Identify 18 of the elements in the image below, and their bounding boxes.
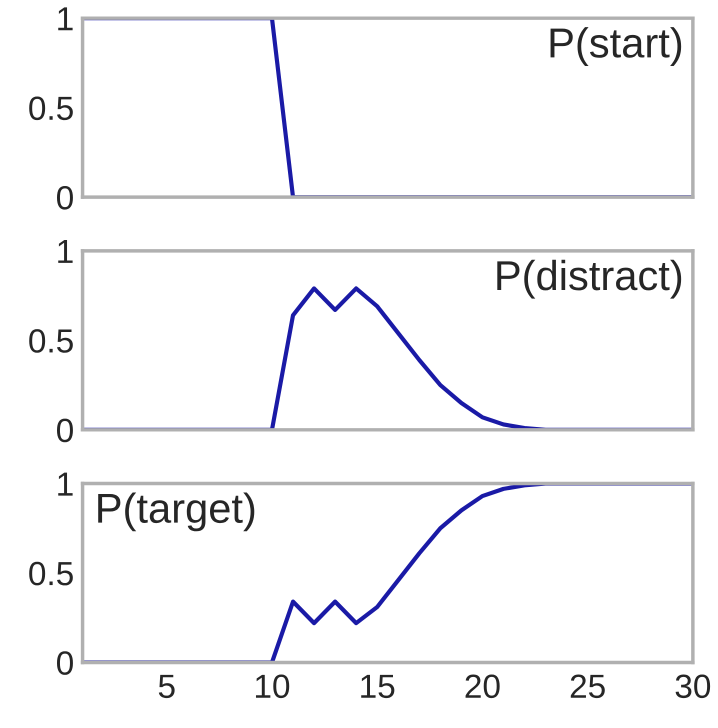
y-tick-label: 0.5	[29, 329, 73, 353]
x-tick-label: 20	[466, 674, 500, 698]
y-tick-label: 0	[57, 651, 73, 675]
y-tick-label: 0	[57, 186, 73, 210]
y-tick-label: 0.5	[29, 96, 73, 120]
y-tick-label: 0.5	[29, 562, 73, 586]
y-tick-label: 0	[57, 418, 73, 442]
x-tick-label: 25	[570, 674, 605, 698]
x-tick-label: 15	[361, 674, 394, 698]
y-tick-label: 1	[58, 7, 73, 30]
annotation: P(distract)	[497, 260, 682, 299]
annotation: P(target)	[98, 492, 254, 532]
y-tick-label: 1	[58, 240, 73, 263]
x-tick-label: 30	[676, 674, 710, 698]
annotation: P(start)	[550, 27, 682, 66]
x-tick-label: 10	[256, 674, 290, 698]
x-tick-label: 5	[158, 674, 175, 698]
y-tick-label: 1	[58, 472, 73, 496]
